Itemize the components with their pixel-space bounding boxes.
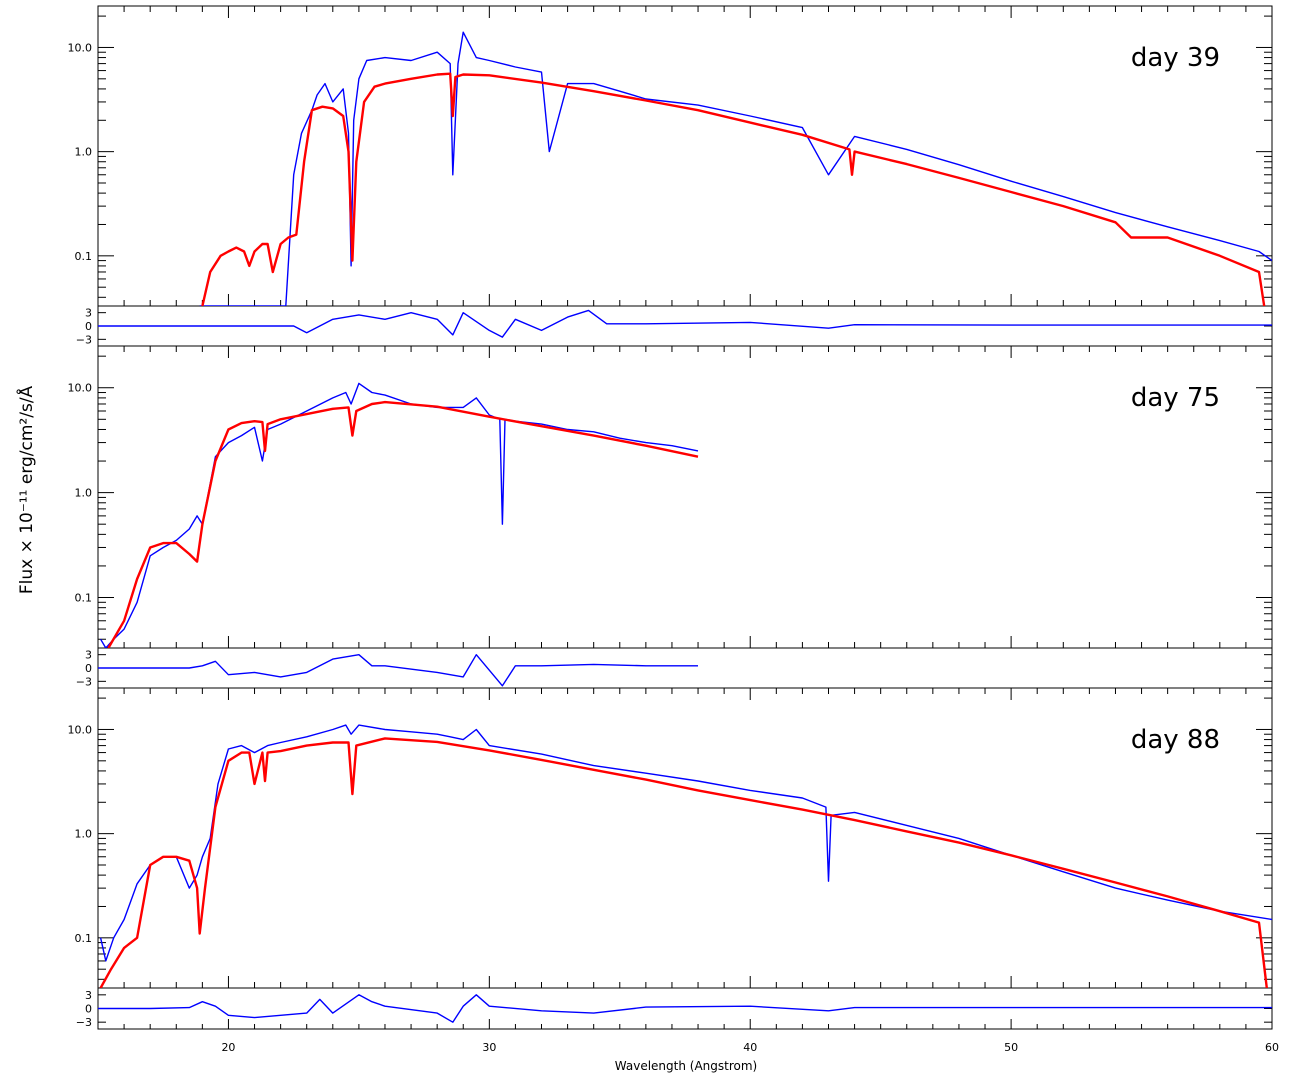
residual-tick-label: −3 bbox=[76, 333, 92, 346]
panel-label: day 88 bbox=[1131, 725, 1220, 755]
x-axis-label: Wavelength (Angstrom) bbox=[615, 1059, 757, 1073]
residual-tick-label: 3 bbox=[85, 307, 92, 320]
model-spectrum-line bbox=[201, 72, 1266, 306]
residual-tick-label: −3 bbox=[76, 675, 92, 688]
residual-tick-label: 0 bbox=[85, 1003, 92, 1016]
panel-label: day 75 bbox=[1131, 383, 1220, 413]
flux-tick-label: 10.0 bbox=[68, 41, 93, 54]
residual-frame bbox=[97, 987, 1273, 1030]
flux-tick-label: 0.1 bbox=[75, 592, 93, 605]
residual-spectrum-line bbox=[98, 994, 1272, 1023]
residual-tick-label: 3 bbox=[85, 989, 92, 1002]
y-axis-label: Flux × 10⁻¹¹ erg/cm²/s/Å bbox=[15, 385, 37, 594]
residual-tick-label: −3 bbox=[76, 1016, 92, 1029]
flux-tick-label: 1.0 bbox=[75, 487, 93, 500]
model-spectrum-line bbox=[99, 737, 1268, 988]
flux-frame bbox=[97, 345, 1273, 649]
residual-tick-label: 3 bbox=[85, 649, 92, 662]
x-tick-label: 40 bbox=[743, 1041, 757, 1054]
residual-tick-label: 0 bbox=[85, 662, 92, 675]
x-tick-label: 30 bbox=[482, 1041, 496, 1054]
x-tick-label: 20 bbox=[221, 1041, 235, 1054]
panel-1: 0.1 1.0 10.0 30−3 day 39 bbox=[68, 5, 1273, 347]
flux-tick-label: 0.1 bbox=[75, 932, 93, 945]
data-spectrum-line bbox=[99, 724, 1272, 962]
data-spectrum-line bbox=[99, 382, 699, 648]
flux-tick-label: 0.1 bbox=[75, 250, 93, 263]
residual-spectrum-line bbox=[98, 309, 1272, 338]
panel-3: 0.1 1.0 10.0 30−3 day 88 bbox=[68, 687, 1273, 1030]
flux-tick-label: 10.0 bbox=[68, 382, 93, 395]
data-spectrum-line bbox=[199, 31, 1272, 306]
x-tick-label: 50 bbox=[1004, 1041, 1018, 1054]
model-spectrum-line bbox=[107, 400, 699, 648]
panel-label: day 39 bbox=[1131, 43, 1220, 73]
flux-frame bbox=[97, 5, 1273, 307]
residual-frame bbox=[97, 647, 1273, 689]
residual-tick-label: 0 bbox=[85, 320, 92, 333]
x-tick-label: 60 bbox=[1265, 1041, 1279, 1054]
flux-tick-label: 1.0 bbox=[75, 828, 93, 841]
panel-2: 0.1 1.0 10.0 30−3 day 75 bbox=[68, 345, 1273, 689]
flux-frame bbox=[97, 687, 1273, 989]
flux-tick-label: 10.0 bbox=[68, 723, 93, 736]
residual-spectrum-line bbox=[98, 654, 698, 687]
flux-tick-label: 1.0 bbox=[75, 146, 93, 159]
